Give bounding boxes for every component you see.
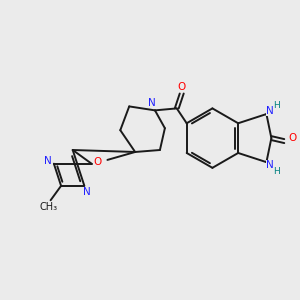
- Text: N: N: [266, 160, 273, 170]
- Text: N: N: [148, 98, 156, 108]
- Text: N: N: [83, 187, 91, 197]
- Text: O: O: [178, 82, 186, 92]
- Text: CH₃: CH₃: [40, 202, 58, 212]
- Text: N: N: [44, 156, 52, 166]
- Text: H: H: [273, 167, 280, 176]
- Text: O: O: [93, 157, 102, 167]
- Text: H: H: [273, 100, 280, 109]
- Text: N: N: [266, 106, 273, 116]
- Text: O: O: [288, 133, 296, 143]
